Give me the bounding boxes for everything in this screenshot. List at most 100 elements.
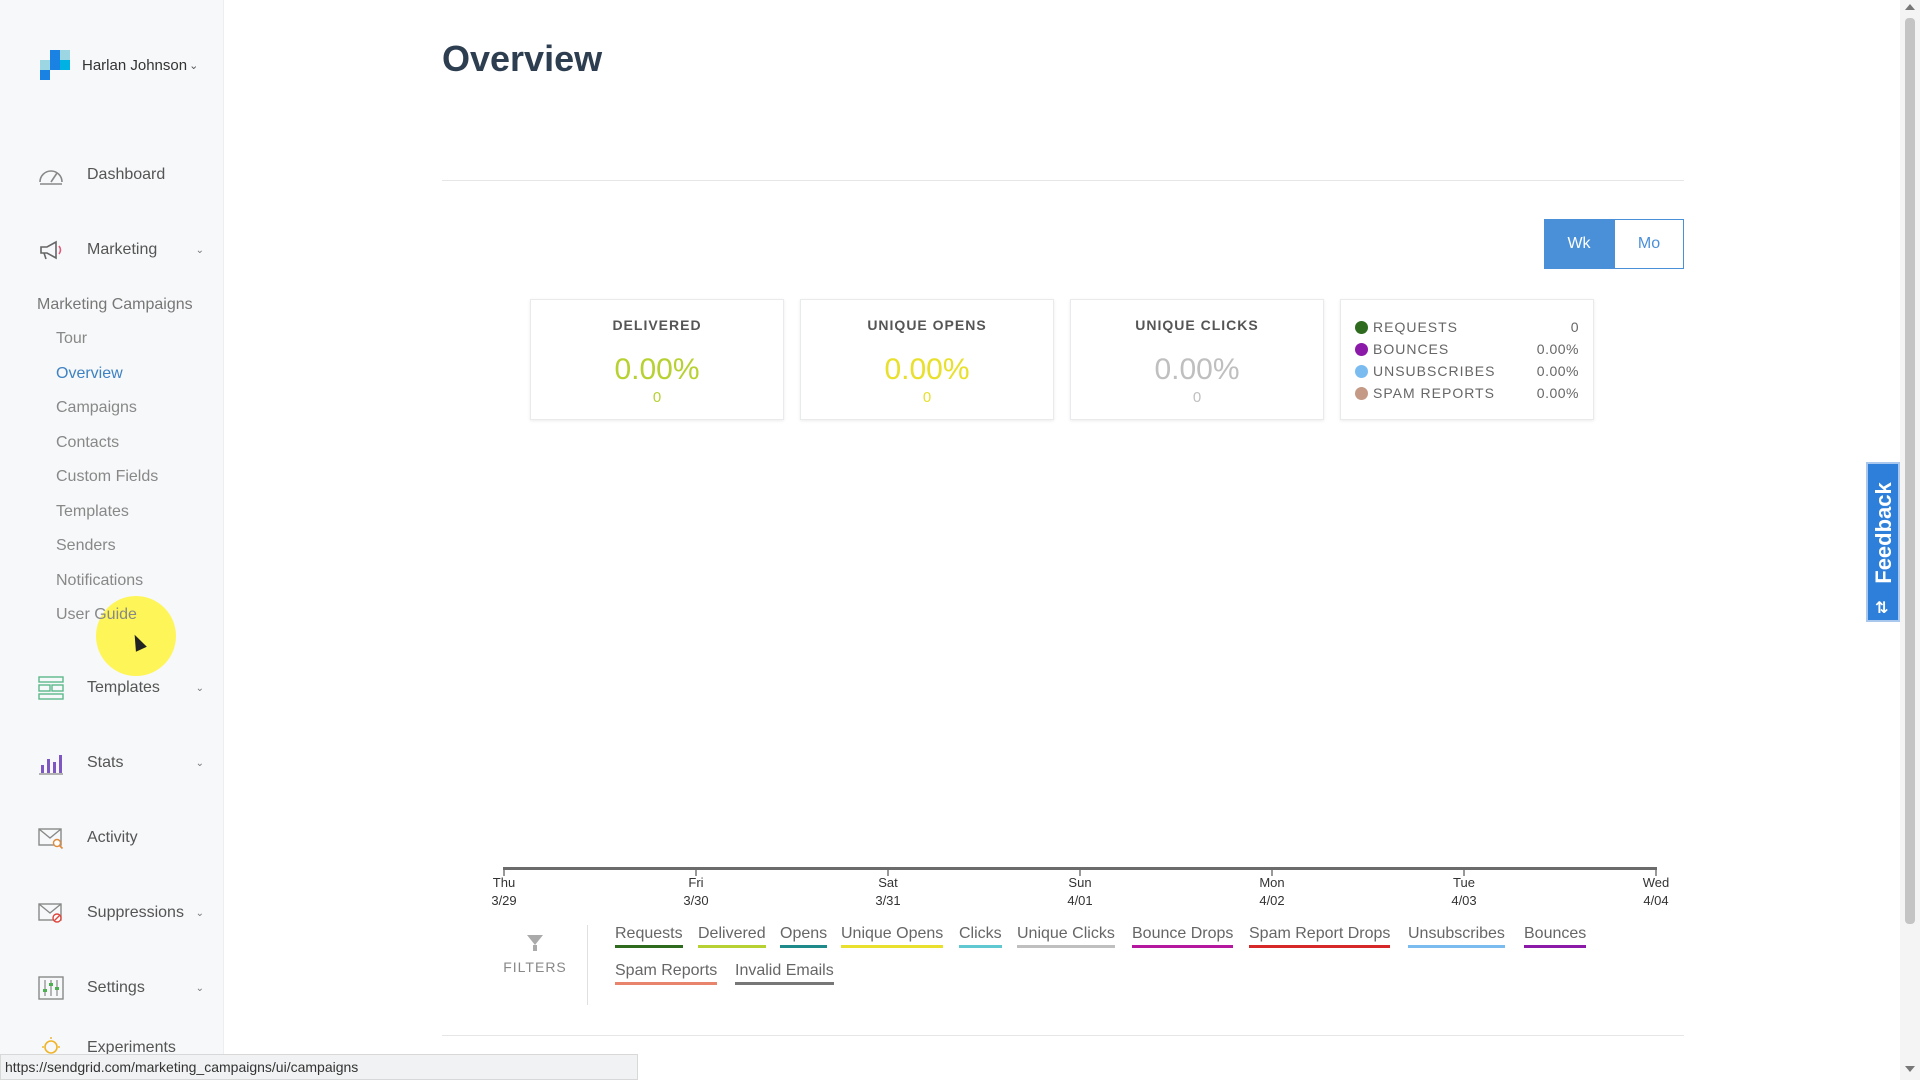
filter-link-bounce-drops[interactable]: Bounce Drops [1132,925,1234,948]
x-axis-tick-label: Wed 4/04 [1616,874,1696,910]
legend-row-unsubscribes: UNSUBSCRIBES 0.00% [1355,360,1579,382]
x-axis-tick [695,870,697,876]
sidebar-item-marketing[interactable]: Marketing ⌄ [38,235,204,265]
sidebar-item-templates[interactable]: Templates ⌄ [38,673,204,703]
page-scrollbar[interactable] [1900,0,1920,1080]
tick-day: Sun [1068,875,1092,890]
tick-day: Tue [1453,875,1475,890]
stat-card-delivered: DELIVERED 0.00% 0 [530,299,784,420]
sidebar-item-label: Experiments [87,1039,176,1056]
browser-status-url: https://sendgrid.com/marketing_campaigns… [0,1054,638,1080]
bulb-icon [38,1036,64,1060]
filters-separator [587,925,588,1005]
stat-count: 0 [922,389,932,406]
sidebar-sub-notifications[interactable]: Notifications [56,572,144,589]
bounces-dot-icon [1355,342,1368,356]
tick-day: Thu [492,875,516,890]
x-axis-tick [1079,870,1081,876]
legend-value: 0.00% [1536,341,1579,357]
legend-row-spam-reports: SPAM REPORTS 0.00% [1355,382,1579,404]
legend-label: BOUNCES [1373,341,1450,357]
legend-value: 0 [1570,319,1579,335]
filter-link-spam-reports[interactable]: Spam Reports [615,962,718,985]
legend-value: 0.00% [1536,385,1579,401]
filter-link-unique-clicks[interactable]: Unique Clicks [1017,925,1115,948]
legend-label: SPAM REPORTS [1373,385,1495,401]
sidebar-sub-tour[interactable]: Tour [56,330,88,347]
x-axis-tick [887,870,889,876]
cursor-highlight [96,596,176,676]
sidebar-sub-senders[interactable]: Senders [56,537,116,554]
stat-percentage: 0.00% [1154,353,1240,386]
tick-day: Mon [1259,875,1285,890]
tick-date: 4/03 [1451,893,1477,908]
month-toggle-button[interactable]: Mo [1614,219,1684,269]
chevron-down-icon: ⌄ [195,757,204,769]
filter-link-invalid-emails[interactable]: Invalid Emails [735,962,834,985]
chart-x-axis [503,867,1657,870]
filter-link-opens[interactable]: Opens [780,925,828,948]
filter-link-unsubscribes[interactable]: Unsubscribes [1408,925,1505,948]
week-toggle-button[interactable]: Wk [1544,219,1614,269]
filter-link-clicks[interactable]: Clicks [959,925,1002,948]
envelope-search-icon [38,826,64,850]
filter-link-spam-report-drops[interactable]: Spam Report Drops [1249,925,1391,948]
x-axis-tick-label: Sat 3/31 [848,874,928,910]
x-axis-tick-label: Fri 3/30 [656,874,736,910]
tick-date: 4/01 [1067,893,1093,908]
legend-row-bounces: BOUNCES 0.00% [1355,338,1579,360]
stat-percentage: 0.00% [884,353,970,386]
scroll-up-arrow-icon[interactable] [1905,4,1915,10]
scroll-thumb[interactable] [1905,18,1915,924]
legend-row-requests: REQUESTS 0 [1355,316,1579,338]
sidebar-sub-campaigns[interactable]: Campaigns [56,399,137,416]
sidebar-item-label: Settings [87,979,145,996]
legend-label: UNSUBSCRIBES [1373,363,1496,379]
x-axis-tick-label: Mon 4/02 [1232,874,1312,910]
sidebar-sub-custom-fields[interactable]: Custom Fields [56,468,159,485]
sidebar: Harlan Johnson ⌄ Dashboard Marketing ⌄ M… [0,0,224,1080]
tick-date: 4/04 [1643,893,1669,908]
sidebar-sub-contacts[interactable]: Contacts [56,434,120,451]
tick-date: 3/30 [683,893,709,908]
sidebar-sub-templates[interactable]: Templates [56,503,129,520]
tick-date: 4/02 [1259,893,1285,908]
sidebar-item-label: Dashboard [87,166,166,183]
stat-percentage: 0.00% [614,353,700,386]
sidebar-sub-overview[interactable]: Overview [56,365,123,382]
chevron-down-icon: ⌄ [195,907,204,919]
filter-link-unique-opens[interactable]: Unique Opens [841,925,944,948]
account-switcher[interactable]: Harlan Johnson ⌄ [38,50,198,80]
gauge-icon [38,163,64,187]
x-axis-tick-label: Tue 4/03 [1424,874,1504,910]
sidebar-item-dashboard[interactable]: Dashboard [38,160,204,190]
stat-label: UNIQUE OPENS [867,317,987,333]
sidebar-item-settings[interactable]: Settings ⌄ [38,973,204,1003]
legend-value: 0.00% [1536,363,1579,379]
chevron-down-icon: ⌄ [189,59,199,72]
filter-link-bounces[interactable]: Bounces [1524,925,1587,948]
sidebar-item-stats[interactable]: Stats ⌄ [38,748,204,778]
header-divider [442,180,1684,181]
feedback-label: Feedback [1871,482,1896,584]
x-axis-tick [1655,870,1657,876]
layout-icon [38,676,64,700]
sidebar-item-activity[interactable]: Activity [38,823,204,853]
x-axis-tick [503,870,505,876]
sidebar-item-experiments[interactable]: Experiments [38,1033,204,1063]
x-axis-tick [1271,870,1273,876]
filter-link-requests[interactable]: Requests [615,925,683,948]
stat-card-unique-clicks: UNIQUE CLICKS 0.00% 0 [1070,299,1324,420]
scroll-down-arrow-icon[interactable] [1905,1066,1915,1072]
sidebar-item-suppressions[interactable]: Suppressions ⌄ [38,898,204,928]
sidebar-sub-user-guide[interactable]: User Guide [56,606,137,623]
megaphone-icon [38,238,64,262]
filter-funnel-icon [527,935,543,945]
sidebar-item-label: Activity [87,829,138,846]
feedback-tab[interactable]: Feedback ⇅ [1866,462,1900,622]
filter-link-delivered[interactable]: Delivered [698,925,766,948]
feedback-sliders-icon: ⇅ [1875,600,1889,617]
filters-button[interactable]: FILTERS [500,935,570,975]
sidebar-item-label: Marketing [87,241,158,258]
tick-day: Fri [688,875,704,890]
